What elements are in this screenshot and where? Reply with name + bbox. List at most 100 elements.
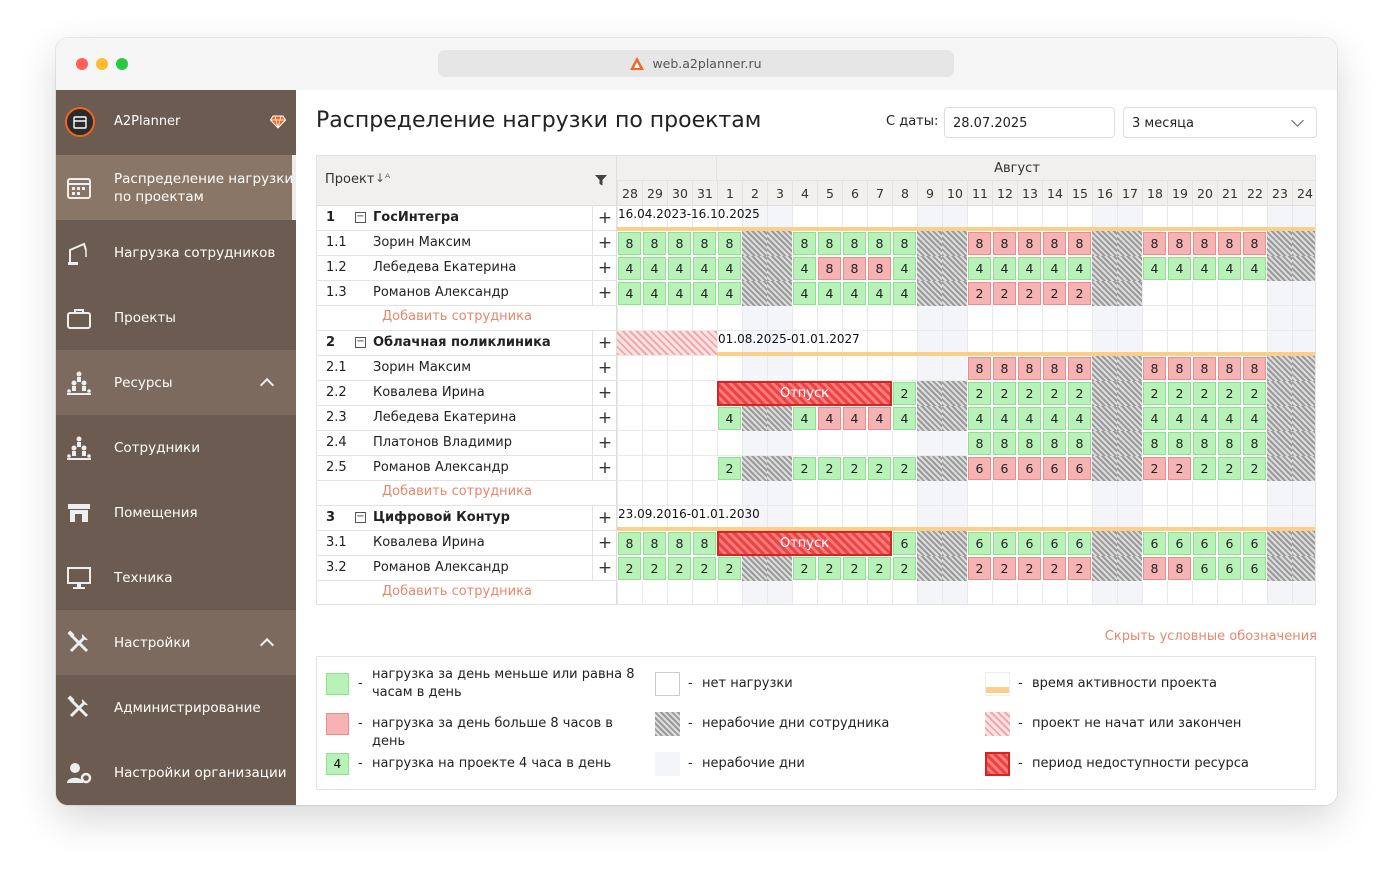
load-cell[interactable]: 4 [792,256,817,281]
sort-icon[interactable]: ↓ᴬ [375,171,391,185]
load-cell[interactable]: 6 [1242,531,1267,556]
load-cell-over[interactable]: 8 [1192,356,1217,381]
employee-row[interactable]: 3.1 Ковалева Ирина + [317,531,617,556]
load-cell[interactable]: 2 [992,381,1017,406]
load-cell[interactable]: 8 [642,531,667,556]
load-cell-over[interactable]: 2 [1142,456,1167,481]
load-cell-over[interactable]: 8 [1242,356,1267,381]
load-cell[interactable]: 8 [992,431,1017,456]
load-cell[interactable]: 2 [792,556,817,581]
load-cell[interactable]: 4 [1067,406,1092,431]
add-icon[interactable]: + [592,281,617,305]
load-cell[interactable]: 2 [1167,381,1192,406]
load-cell-over[interactable]: 8 [1192,231,1217,256]
load-cell[interactable]: 4 [792,406,817,431]
load-cell[interactable]: 6 [992,531,1017,556]
load-cell-over[interactable]: 8 [967,356,992,381]
load-cell[interactable]: 2 [1242,381,1267,406]
load-cell[interactable]: 8 [667,531,692,556]
period-select[interactable]: 3 месяца [1123,107,1317,138]
load-cell-over[interactable]: 2 [1017,281,1042,306]
load-cell[interactable]: 6 [1142,531,1167,556]
collapse-icon[interactable]: − [355,336,366,348]
load-cell[interactable]: 6 [892,531,917,556]
load-cell-over[interactable]: 4 [842,406,867,431]
load-cell[interactable]: 8 [1217,431,1242,456]
add-icon[interactable]: + [592,431,617,455]
load-cell[interactable]: 2 [717,556,742,581]
load-cell[interactable]: 4 [1167,256,1192,281]
load-cell[interactable]: 8 [1242,431,1267,456]
load-cell-over[interactable]: 2 [992,281,1017,306]
sidebar-item-5[interactable]: Помещения [56,480,296,545]
load-cell[interactable]: 6 [1217,531,1242,556]
load-cell[interactable]: 4 [817,281,842,306]
minimize-window-button[interactable] [96,58,108,70]
sidebar-item-6[interactable]: Техника [56,545,296,610]
load-cell[interactable]: 2 [967,381,992,406]
load-cell-over[interactable]: 8 [992,231,1017,256]
load-cell[interactable]: 4 [617,281,642,306]
load-cell[interactable]: 2 [892,381,917,406]
add-icon[interactable]: + [592,356,617,380]
sidebar-item-1[interactable]: Нагрузка сотрудников [56,220,296,285]
sidebar-item-8[interactable]: Администрирование [56,675,296,740]
employee-row[interactable]: 2.2 Ковалева Ирина + [317,381,617,406]
load-cell[interactable]: 2 [1142,381,1167,406]
load-cell[interactable]: 2 [867,556,892,581]
load-cell-over[interactable]: 8 [867,256,892,281]
load-cell[interactable]: 4 [1017,256,1042,281]
maximize-window-button[interactable] [116,58,128,70]
premium-diamond-icon[interactable] [270,115,286,129]
load-cell[interactable]: 8 [967,431,992,456]
project-row[interactable]: 2 − Облачная поликлиника + [317,331,617,356]
load-cell[interactable]: 4 [1192,406,1217,431]
load-cell[interactable]: 8 [1042,431,1067,456]
load-cell[interactable]: 6 [1042,531,1067,556]
load-cell[interactable]: 8 [1017,431,1042,456]
load-cell[interactable]: 4 [667,256,692,281]
load-cell-over[interactable]: 8 [1042,356,1067,381]
load-cell[interactable]: 8 [617,231,642,256]
load-cell[interactable]: 2 [842,556,867,581]
load-cell-over[interactable]: 2 [992,556,1017,581]
load-cell[interactable]: 4 [692,281,717,306]
load-cell[interactable]: 2 [1217,456,1242,481]
load-cell-over[interactable]: 2 [1017,556,1042,581]
load-cell[interactable]: 4 [792,281,817,306]
load-cell-over[interactable]: 8 [992,356,1017,381]
load-cell[interactable]: 4 [892,281,917,306]
load-cell[interactable]: 4 [1042,256,1067,281]
load-cell[interactable]: 6 [1192,556,1217,581]
load-cell-over[interactable]: 8 [1167,556,1192,581]
load-cell[interactable]: 4 [717,406,742,431]
employee-row[interactable]: 2.3 Лебедева Екатерина + [317,406,617,431]
load-cell-over[interactable]: 8 [1217,231,1242,256]
load-cell[interactable]: 4 [992,256,1017,281]
add-employee-link[interactable]: Добавить сотрудника [382,584,532,599]
load-cell[interactable]: 8 [817,231,842,256]
load-cell[interactable]: 8 [1142,431,1167,456]
load-cell[interactable]: 2 [1242,456,1267,481]
add-icon[interactable]: + [592,231,617,255]
load-cell[interactable]: 2 [817,456,842,481]
employee-row[interactable]: 2.1 Зорин Максим + [317,356,617,381]
load-cell-over[interactable]: 4 [817,406,842,431]
load-cell[interactable]: 4 [992,406,1017,431]
employee-row[interactable]: 1.1 Зорин Максим + [317,231,617,256]
load-cell[interactable]: 6 [1067,531,1092,556]
load-cell-over[interactable]: 8 [1142,231,1167,256]
project-row[interactable]: 3 − Цифровой Контур + [317,506,617,531]
sidebar-item-3[interactable]: Ресурсы [56,350,296,415]
load-cell[interactable]: 4 [1067,256,1092,281]
load-cell[interactable]: 4 [1217,256,1242,281]
load-cell[interactable]: 2 [892,456,917,481]
load-cell-over[interactable]: 6 [1042,456,1067,481]
load-cell[interactable]: 2 [1192,381,1217,406]
add-icon[interactable]: + [592,256,617,280]
load-cell-over[interactable]: 8 [1017,231,1042,256]
close-window-button[interactable] [76,58,88,70]
address-bar[interactable]: web.a2planner.ru [438,50,954,77]
load-cell[interactable]: 2 [1017,381,1042,406]
load-cell[interactable]: 2 [892,556,917,581]
